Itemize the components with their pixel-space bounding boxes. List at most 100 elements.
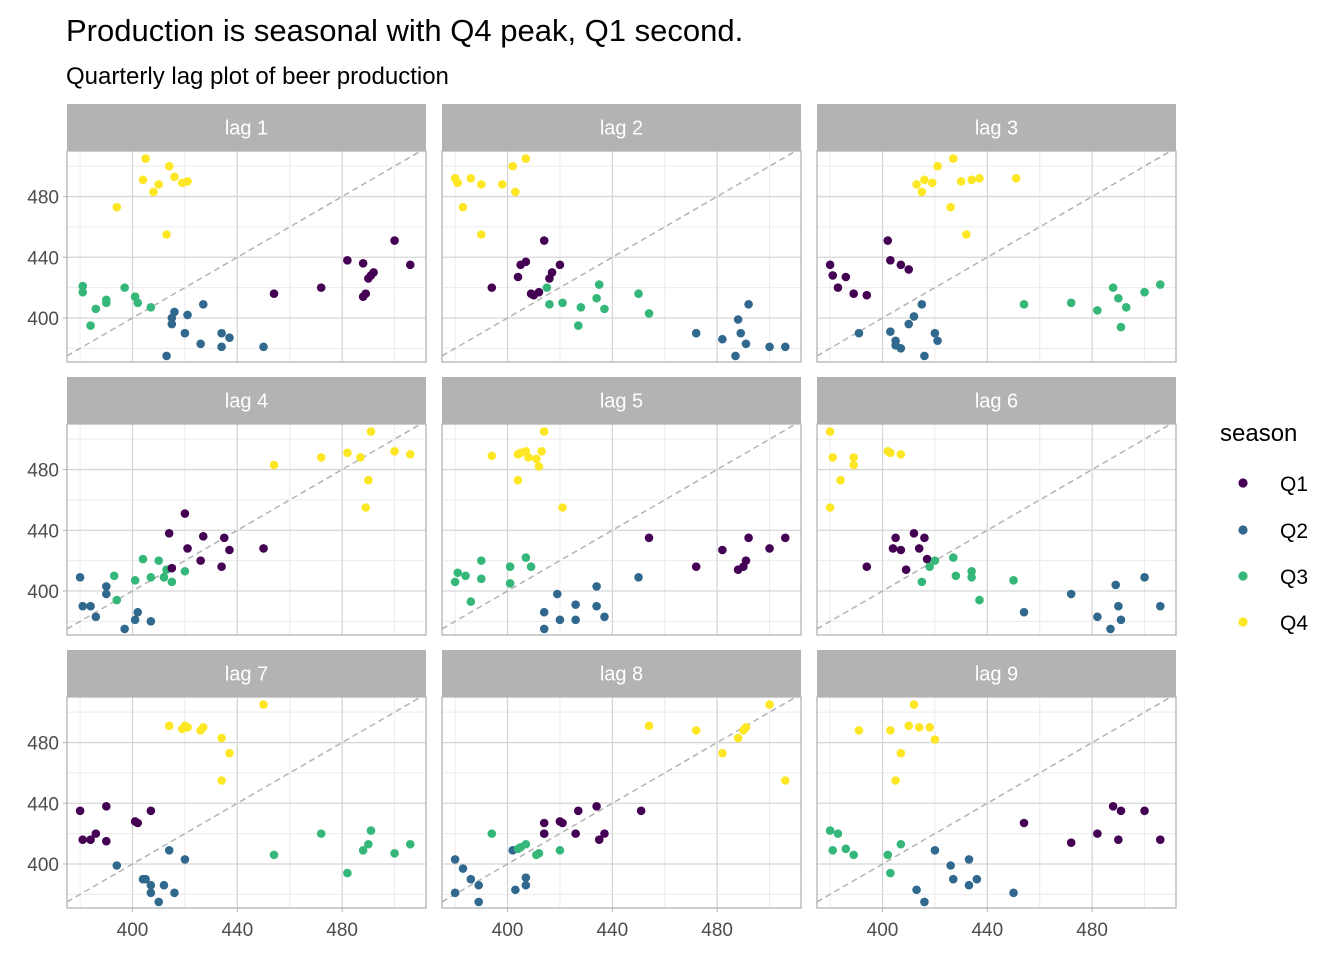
data-point-q4 xyxy=(914,723,924,732)
data-point-q2 xyxy=(886,327,895,336)
data-point-q3 xyxy=(545,300,554,309)
data-point-q2 xyxy=(600,612,609,622)
facet-strip-label: lag 1 xyxy=(225,118,268,140)
data-point-q3 xyxy=(78,287,88,297)
data-point-q2 xyxy=(259,342,268,352)
data-point-q2 xyxy=(972,874,982,884)
facet-strip-label: lag 6 xyxy=(975,391,1018,413)
data-point-q1 xyxy=(555,260,565,270)
data-point-q4 xyxy=(405,450,415,459)
facet-strip-label: lag 9 xyxy=(975,664,1018,686)
data-point-q1 xyxy=(180,509,190,518)
data-point-q1 xyxy=(259,544,268,553)
data-point-q1 xyxy=(78,835,88,844)
data-point-q4 xyxy=(217,733,226,743)
reference-line xyxy=(441,423,797,630)
data-point-q2 xyxy=(552,589,562,599)
data-point-q3 xyxy=(1093,306,1102,315)
y-tick-label: 440 xyxy=(27,248,59,269)
data-point-q3 xyxy=(975,595,984,605)
data-point-q4 xyxy=(825,503,835,512)
data-point-q2 xyxy=(1155,601,1165,611)
data-point-q2 xyxy=(474,897,483,907)
data-point-q2 xyxy=(170,888,179,898)
data-point-q3 xyxy=(1116,322,1126,332)
reference-line xyxy=(66,150,422,357)
reference-line xyxy=(441,150,797,357)
data-point-q1 xyxy=(896,545,906,555)
data-point-q2 xyxy=(102,582,111,591)
data-point-q2 xyxy=(1066,589,1076,599)
data-point-q1 xyxy=(217,562,226,571)
data-point-q2 xyxy=(744,300,753,309)
data-point-q2 xyxy=(731,351,740,361)
facet-panel: lag 7 400 440 480 400 440 480 xyxy=(27,650,427,941)
reference-line xyxy=(816,696,1172,903)
data-point-q4 xyxy=(891,776,900,785)
data-point-q2 xyxy=(196,339,205,349)
data-point-q1 xyxy=(765,544,774,553)
data-point-q4 xyxy=(644,721,654,731)
data-point-q3 xyxy=(146,573,156,582)
data-point-q3 xyxy=(154,556,164,565)
data-point-q1 xyxy=(741,556,751,565)
data-point-q4 xyxy=(356,453,365,462)
panel-background xyxy=(817,424,1176,635)
data-point-q4 xyxy=(316,453,326,462)
y-tick-label: 400 xyxy=(27,309,59,330)
data-point-q3 xyxy=(453,568,463,578)
x-tick-label: 480 xyxy=(701,920,733,941)
data-point-q4 xyxy=(532,454,541,464)
data-point-q3 xyxy=(1009,576,1018,585)
data-point-q2 xyxy=(162,351,171,361)
data-point-q4 xyxy=(927,178,937,188)
data-point-q2 xyxy=(159,880,169,890)
data-point-q1 xyxy=(390,236,399,245)
data-point-q4 xyxy=(497,180,507,189)
data-point-q3 xyxy=(555,846,565,855)
data-point-q4 xyxy=(933,161,942,171)
data-point-q4 xyxy=(825,427,835,436)
data-point-q3 xyxy=(1066,298,1076,308)
reference-line xyxy=(816,423,1172,630)
data-point-q4 xyxy=(162,230,171,239)
x-tick-label: 400 xyxy=(867,920,899,941)
y-tick-label: 480 xyxy=(27,734,59,755)
data-point-q4 xyxy=(849,460,858,470)
legend-key-q2 xyxy=(1238,525,1248,535)
data-point-q3 xyxy=(461,571,470,581)
data-point-q2 xyxy=(167,319,177,329)
data-point-q1 xyxy=(896,260,906,270)
data-point-q1 xyxy=(862,290,872,300)
data-point-q3 xyxy=(644,309,654,318)
data-point-q2 xyxy=(1019,607,1029,617)
data-point-q2 xyxy=(1116,615,1126,625)
data-point-q2 xyxy=(86,601,95,611)
data-point-q4 xyxy=(225,748,234,758)
data-point-q2 xyxy=(964,880,974,890)
data-point-q1 xyxy=(718,545,727,555)
facet-strip xyxy=(442,377,801,424)
data-point-q2 xyxy=(170,307,179,317)
data-point-q1 xyxy=(600,829,609,838)
x-tick-label: 400 xyxy=(492,920,524,941)
data-point-q3 xyxy=(825,826,835,835)
data-point-q4 xyxy=(390,447,399,456)
data-point-q3 xyxy=(576,303,586,312)
data-point-q1 xyxy=(102,801,111,811)
data-point-q3 xyxy=(112,595,122,605)
data-point-q2 xyxy=(948,874,958,884)
data-point-q3 xyxy=(450,577,460,587)
data-point-q3 xyxy=(951,571,961,581)
data-point-q2 xyxy=(634,573,643,582)
data-point-q4 xyxy=(477,180,486,189)
data-point-q1 xyxy=(1108,801,1118,811)
data-point-q2 xyxy=(511,885,520,895)
panel-border xyxy=(441,150,802,363)
facet-panel: lag 9 400 440 480 xyxy=(816,650,1177,941)
data-point-q2 xyxy=(933,336,942,346)
data-point-q1 xyxy=(513,272,523,282)
data-point-q3 xyxy=(91,304,101,314)
data-point-q1 xyxy=(102,836,111,846)
